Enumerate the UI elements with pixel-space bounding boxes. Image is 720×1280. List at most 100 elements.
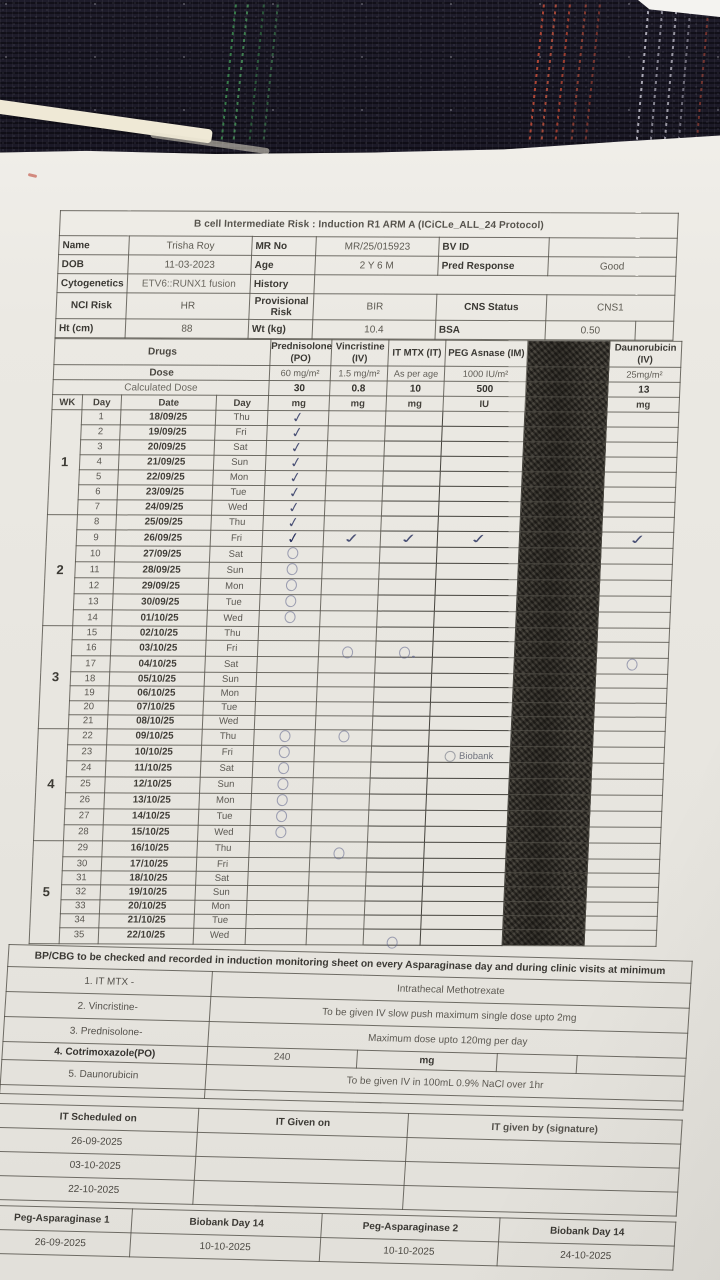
dose-circle [285,563,298,576]
weekday-cell: Wed [211,500,265,516]
date-cell: 21/09/25 [118,454,215,471]
day-number-cell: 13 [73,593,114,610]
dose-cell-peg [433,627,516,642]
dose-cell-dauno [598,596,672,613]
peg1-header: Peg-Asparaginase 1 [0,1205,133,1233]
dose-cell-dauno [591,762,664,780]
weekday-cell: Thu [215,410,268,426]
dose-cell-vinc [315,715,373,730]
wk-header: WK [51,394,83,410]
weekday-cell: Wed [193,928,246,945]
dose-cell-dauno [593,716,666,732]
date-header: Date [120,394,217,411]
mrno-value: MR/25/015923 [315,236,440,257]
dose-cell-it [368,809,426,827]
green-stitch-line [232,0,250,140]
dose-cell-dauno [589,810,662,828]
dose-cell-vinc [306,928,364,945]
dose-cell-peg [428,730,512,747]
dose-cell-peg [435,579,518,596]
weight-value: 10.4 [311,319,436,340]
week-number: 3 [38,625,73,729]
weekday-cell: Wed [197,825,251,842]
redacted-cell [506,826,590,843]
date-cell: 17/10/25 [101,856,197,872]
cytogenetics-value: ETV6::RUNX1 fusion [126,273,251,294]
dose-cell-it [380,516,439,532]
height-value: 88 [125,318,249,339]
bvid-value [548,237,678,258]
dose-cell-dauno [599,580,672,597]
dose-cell-peg [425,810,508,827]
dose-cell-it [373,687,432,702]
date-cell: 21/10/25 [98,913,195,929]
dose-cell-pred [250,809,312,826]
dose-cell-dauno [593,702,667,718]
check-mark: ✓ [466,531,491,547]
day-number-cell: 35 [59,927,99,944]
redacted-calc-cell [525,381,609,398]
dose-cell-pred [249,825,312,842]
dose-cell-peg [421,900,504,916]
biobank2-date: 24-10-2025 [497,1241,675,1270]
weekday-cell: Sun [204,672,257,687]
date-cell: 01/10/25 [111,609,208,627]
dose-cell-pred [250,793,313,810]
drug-vincristine: Vincristine (IV) [330,339,389,367]
dose-cell-peg [423,842,507,859]
dose-cell-peg [421,886,505,902]
check-mark: ✓ [288,469,303,488]
unit-pegasnase: IU [442,396,526,412]
peg2-date: 10-10-2025 [319,1237,499,1266]
day-number-cell: 23 [66,744,107,761]
redacted-cell [521,471,605,488]
redacted-cell [505,842,589,859]
dose-cell-peg [440,456,523,472]
dose-cell-pred: ✓ [266,424,329,442]
dose-cell-peg [435,563,519,580]
dose-cell-it [381,501,440,517]
redacted-cell [519,516,603,533]
weekday-cell: Sat [195,871,249,886]
redacted-cell [504,872,588,888]
date-cell: 26/09/25 [115,529,211,547]
dose-cell-vinc [319,626,377,642]
weekday-cell: Thu [210,515,264,531]
day-number-cell: 12 [74,577,114,594]
day-number-cell: 19 [69,686,110,701]
weekday-cell: Thu [206,626,259,641]
drugs-row-label: Drugs [53,338,271,366]
dose-cell-vinc [317,672,375,688]
check-mark: ✓ [291,409,305,428]
check-mark: ✓ [288,484,302,503]
day-number-cell: 16 [71,639,112,657]
redacted-dose-cell [526,366,609,383]
dose-cell-vinc [313,745,372,762]
dose-cell-vinc [325,485,383,502]
redacted-cell [520,501,604,518]
weekday-cell: Sat [204,656,258,673]
dose-cell-vinc [308,886,366,901]
day-number-cell: 18 [70,671,110,687]
dose-cell-peg [429,716,512,731]
dose-cell-dauno [587,842,661,860]
dose-circle [276,794,288,807]
calc-pegasnase: 500 [443,381,527,397]
weekday-cell: Tue [212,485,265,501]
dose-cell-pred [257,640,320,657]
weekday-cell: Tue [207,594,261,611]
dose-cell-pred [245,928,307,945]
dose-cell-dauno [589,794,663,812]
patient-info-table: B cell Intermediate Risk : Induction R1 … [54,210,679,341]
dose-cell-dauno [597,628,670,643]
history-label: History [249,274,315,294]
dose-cell-peg [429,701,513,717]
dose-circle [275,810,287,823]
dose-cell-vinc [319,610,378,628]
date-cell: 04/10/25 [109,656,206,673]
date-cell: 08/10/25 [107,714,203,730]
biobank-label: Biobank [458,751,494,763]
dob-value: 11-03-2023 [127,254,252,275]
dose-cell-pred [248,857,310,872]
